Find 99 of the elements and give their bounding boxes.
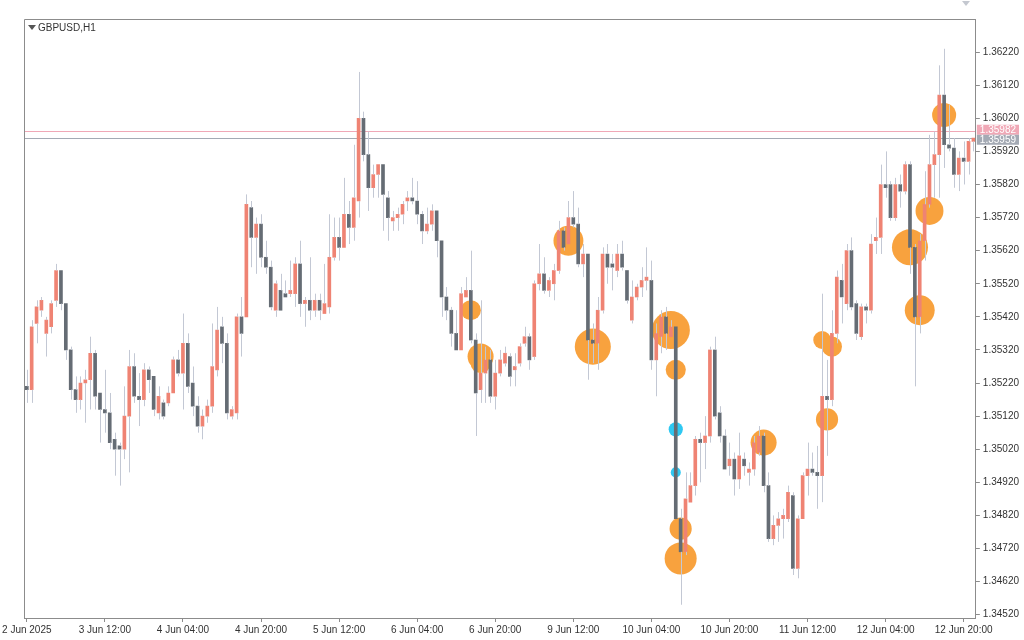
- candlestick: [249, 200, 254, 268]
- candlestick: [542, 256, 546, 295]
- candlestick: [732, 452, 737, 497]
- candlestick: [898, 174, 903, 209]
- x-tick-label: 2 Jun 2025: [2, 623, 52, 635]
- candlestick: [630, 279, 634, 324]
- candlestick: [386, 190, 390, 242]
- candlestick: [703, 415, 707, 470]
- candlestick: [937, 64, 942, 199]
- candlestick: [878, 164, 883, 255]
- y-tick-label: 1.35720: [982, 211, 1020, 223]
- candlestick: [776, 511, 781, 543]
- candlestick: [469, 250, 473, 344]
- candlestick: [620, 240, 624, 272]
- x-tick-label: 12 Jun 20:00: [934, 623, 994, 635]
- y-tick-label: 1.34720: [982, 542, 1020, 554]
- candlestick: [166, 385, 171, 407]
- y-tick-label: 1.36220: [982, 45, 1020, 57]
- candlestick: [24, 369, 29, 404]
- y-tick-label: 1.35920: [982, 145, 1020, 157]
- y-tick-label: 1.35420: [982, 310, 1020, 322]
- candlestick: [493, 359, 498, 411]
- candlestick: [410, 177, 415, 205]
- x-tick-label: 11 Jun 12:00: [778, 623, 837, 635]
- candlestick: [747, 461, 751, 487]
- y-tick-label: 1.34520: [982, 608, 1020, 620]
- candlestick: [381, 164, 385, 232]
- ref-line-label: 1.35982: [979, 123, 1017, 135]
- candlestick: [820, 293, 824, 503]
- candlestick: [473, 332, 478, 437]
- candlestick: [142, 362, 146, 407]
- chart-title: GBPUSD,H1: [38, 22, 96, 33]
- candlestick: [254, 217, 258, 275]
- candlestick: [390, 210, 395, 232]
- candlestick: [429, 203, 434, 232]
- candlestick: [590, 322, 595, 364]
- candlestick: [127, 349, 132, 473]
- candlestick: [698, 432, 702, 483]
- candlestick: [371, 164, 376, 199]
- candlestick: [825, 359, 829, 457]
- candlestick: [864, 303, 868, 324]
- candlestick: [508, 352, 512, 387]
- x-tick-label: 5 Jun 12:00: [312, 623, 366, 635]
- candlestick: [337, 217, 341, 262]
- x-tick-label: 10 Jun 04:00: [622, 623, 681, 635]
- y-tick-label: 1.36020: [982, 112, 1020, 124]
- candlestick: [669, 319, 673, 338]
- candlestick: [307, 256, 312, 321]
- candlestick: [581, 243, 585, 278]
- candlestick: [742, 452, 746, 477]
- candlestick: [312, 293, 317, 318]
- candlestick: [298, 240, 302, 318]
- y-tick-label: 1.35020: [982, 442, 1020, 454]
- candlestick: [664, 306, 668, 351]
- candlestick: [303, 296, 307, 328]
- candlestick: [869, 233, 873, 315]
- y-tick-label: 1.34820: [982, 509, 1020, 521]
- y-tick-label: 1.35220: [982, 376, 1020, 388]
- candlestick: [956, 150, 961, 192]
- candlestick: [347, 200, 351, 245]
- y-tick-label: 1.35320: [982, 343, 1020, 355]
- candlestick: [107, 392, 112, 450]
- y-tick-label: 1.35820: [982, 178, 1020, 190]
- x-tick-label: 9 Jun 12:00: [547, 623, 600, 635]
- candlestick: [791, 491, 795, 576]
- x-tick-label: 3 Jun 12:00: [78, 623, 132, 635]
- candlestick: [29, 319, 34, 404]
- candlestick: [210, 322, 215, 414]
- candlestick: [952, 137, 956, 189]
- y-tick-label: 1.35120: [982, 409, 1020, 421]
- candlestick: [342, 177, 346, 248]
- candlestick: [708, 346, 712, 444]
- y-tick-label: 1.35520: [982, 277, 1020, 289]
- candlestick: [176, 349, 180, 377]
- y-tick-label: 1.34920: [982, 476, 1020, 488]
- x-tick-label: 6 Jun 20:00: [469, 623, 522, 635]
- candlestick: [88, 336, 93, 411]
- y-tick-label: 1.34620: [982, 575, 1020, 587]
- candlestick: [815, 445, 820, 510]
- x-tick-label: 4 Jun 04:00: [156, 623, 210, 635]
- candlestick: [586, 253, 590, 381]
- x-tick-label: 10 Jun 20:00: [700, 623, 759, 635]
- x-tick-label: 4 Jun 20:00: [234, 623, 288, 635]
- candlestick: [737, 432, 742, 490]
- candlestick: [288, 260, 293, 298]
- candlestick: [268, 260, 273, 311]
- candlestick: [181, 313, 185, 411]
- x-tick-label: 12 Jun 04:00: [856, 623, 915, 635]
- candlestick: [171, 356, 176, 394]
- candlestick: [625, 270, 629, 305]
- x-tick-label: 6 Jun 04:00: [391, 623, 444, 635]
- candlestick: [54, 263, 58, 308]
- candlestick: [903, 160, 907, 195]
- y-tick-label: 1.35620: [982, 244, 1020, 256]
- candlestick: [615, 243, 620, 278]
- ref-line-label: 1.35959: [979, 133, 1017, 145]
- candlestick: [327, 213, 332, 315]
- y-tick-label: 1.36120: [982, 78, 1020, 90]
- candlestick: [512, 352, 517, 387]
